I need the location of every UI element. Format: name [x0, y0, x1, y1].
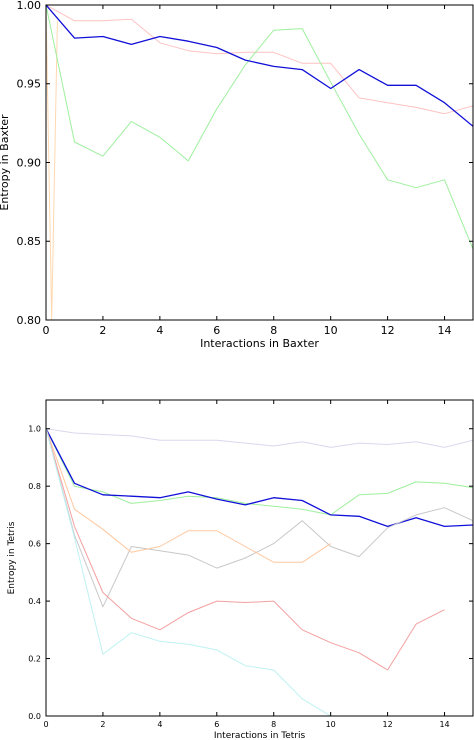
x-tick-label: 0: [43, 720, 48, 729]
series-line-4: [46, 428, 331, 563]
x-tick-label: 0: [43, 324, 50, 337]
y-tick-label: 0.85: [17, 235, 42, 248]
series-line-2: [46, 5, 473, 250]
series-line-3: [46, 428, 473, 608]
series-group: [46, 428, 473, 716]
tetris-chart: 0 2 4 6 8 10 12 14 0.0 0.2 0.4 0.6 0.8 1.0 Interaction…: [7, 399, 474, 740]
y-tick-label: 0.95: [17, 78, 42, 91]
plot-frame: [45, 399, 474, 717]
x-tick-label: 6: [214, 720, 219, 729]
y-tick-label: 0.90: [17, 156, 42, 169]
series-line-3: [46, 5, 473, 127]
x-tick-label: 8: [270, 324, 277, 337]
x-tick-label: 8: [271, 720, 276, 729]
series-line-0: [46, 5, 58, 320]
x-tick-label: 12: [381, 324, 395, 337]
y-tick-label: 0.80: [17, 314, 42, 327]
y-axis-label: Entropy in Tetris: [7, 521, 17, 594]
x-tick-label: 6: [213, 324, 220, 337]
x-tick-label: 2: [100, 720, 105, 729]
series-line-2: [46, 428, 473, 528]
x-tick-label: 2: [99, 324, 106, 337]
x-tick-label: 10: [324, 324, 338, 337]
series-line-5: [46, 428, 445, 671]
x-tick-label: 12: [383, 720, 393, 729]
x-tick-label: 4: [156, 324, 163, 337]
series-group: [46, 5, 473, 320]
series-line-0: [46, 428, 473, 448]
x-tick-label: 14: [439, 720, 449, 729]
y-tick-label: 0.2: [28, 654, 41, 663]
y-tick-label: 1.0: [28, 425, 41, 434]
y-tick-label: 0.0: [28, 712, 41, 721]
x-axis-label: Interactions in Tetris: [214, 731, 306, 740]
y-tick-label: 0.6: [28, 540, 41, 549]
x-tick-label: 14: [438, 324, 452, 337]
y-tick-label: 1.00: [17, 0, 42, 12]
series-line-1: [46, 428, 473, 516]
x-tick-label: 10: [326, 720, 336, 729]
baxter-chart: 0 2 4 6 8 10 12 14 0.80 0.85 0.90 0.95 1.00 Interacti…: [0, 0, 474, 350]
x-axis-label: Interactions in Baxter: [200, 337, 319, 350]
x-tick-label: 4: [157, 720, 162, 729]
y-axis-label: Entropy in Baxter: [0, 114, 11, 211]
y-tick-label: 0.4: [28, 597, 41, 606]
series-line-1: [46, 5, 473, 115]
y-tick-label: 0.8: [28, 482, 41, 491]
series-line-6: [46, 428, 331, 716]
